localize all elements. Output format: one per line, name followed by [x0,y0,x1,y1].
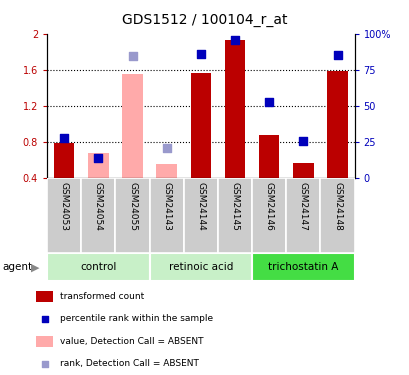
Text: GSM24148: GSM24148 [332,182,341,231]
Text: GSM24144: GSM24144 [196,182,205,231]
Text: GSM24053: GSM24053 [60,182,69,231]
Text: transformed count: transformed count [60,292,144,301]
Bar [252,253,354,281]
Text: retinoic acid: retinoic acid [168,262,233,272]
Point [265,99,272,105]
Bar [156,164,177,178]
Text: GSM24054: GSM24054 [94,182,103,231]
Bar [149,178,183,253]
Bar [47,253,149,281]
Bar [258,135,279,178]
Text: GSM24146: GSM24146 [264,182,273,231]
Bar [320,178,354,253]
Text: GSM24147: GSM24147 [298,182,307,231]
Text: ▶: ▶ [31,262,39,272]
Bar [190,72,211,178]
Bar [285,178,320,253]
Text: agent: agent [2,262,32,272]
Point [163,146,170,152]
Point [129,53,135,59]
Text: rank, Detection Call = ABSENT: rank, Detection Call = ABSENT [60,359,198,368]
Bar [149,253,252,281]
Point [333,53,340,58]
Point [197,51,204,57]
Point [95,155,101,161]
Point [41,361,48,367]
Bar [326,71,347,178]
Bar [36,336,52,346]
Bar [122,74,142,178]
Text: percentile rank within the sample: percentile rank within the sample [60,314,212,323]
Bar [183,178,218,253]
Text: control: control [80,262,116,272]
Bar [252,178,285,253]
Bar [81,178,115,253]
Bar [54,143,74,178]
Text: value, Detection Call = ABSENT: value, Detection Call = ABSENT [60,337,203,346]
Bar [88,153,108,178]
Point [61,135,67,141]
Text: GSM24145: GSM24145 [230,182,239,231]
Bar [47,178,81,253]
Bar [292,163,313,178]
Text: trichostatin A: trichostatin A [267,262,338,272]
Text: GSM24143: GSM24143 [162,182,171,231]
Bar [224,40,245,178]
Point [231,37,238,43]
Text: GDS1512 / 100104_r_at: GDS1512 / 100104_r_at [122,13,287,27]
Text: GSM24055: GSM24055 [128,182,137,231]
Point [299,138,306,144]
Bar [115,178,149,253]
Bar [36,291,52,302]
Point [41,316,48,322]
Bar [218,178,252,253]
